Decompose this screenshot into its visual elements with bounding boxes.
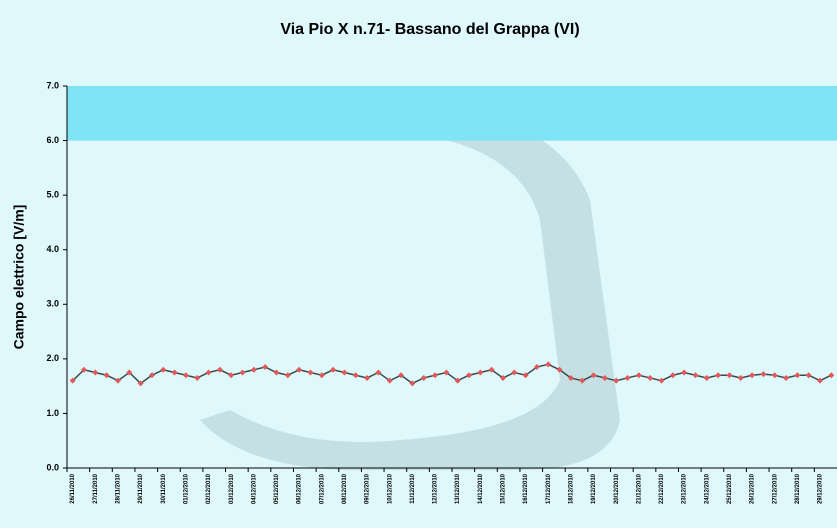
x-tick-label: 29/11/2010	[138, 473, 144, 503]
chart-title: Via Pio X n.71- Bassano del Grappa (VI)	[280, 21, 579, 38]
y-tick-label: 0.0	[46, 462, 59, 472]
x-tick-label: 27/12/2010	[772, 473, 778, 504]
x-tick-label: 20/12/2010	[614, 473, 620, 504]
x-tick-label: 18/12/2010	[568, 473, 574, 504]
y-tick-label: 7.0	[46, 80, 59, 90]
x-tick-label: 13/12/2010	[455, 473, 461, 504]
x-tick-label: 05/12/2010	[274, 473, 280, 504]
x-tick-label: 23/12/2010	[682, 473, 688, 504]
y-tick-label: 2.0	[46, 353, 59, 363]
x-tick-label: 28/11/2010	[116, 473, 122, 503]
y-tick-label: 5.0	[46, 190, 59, 200]
x-tick-label: 16/12/2010	[523, 473, 529, 504]
x-tick-label: 25/12/2010	[727, 473, 733, 504]
page: {"chart_data": {"type": "line", "title":…	[0, 0, 837, 528]
x-tick-label: 08/12/2010	[342, 473, 348, 504]
x-tick-label: 06/12/2010	[297, 473, 303, 504]
chart: Via Pio X n.71- Bassano del Grappa (VI) …	[0, 0, 837, 528]
y-axis-label: Campo elettrico [V/m]	[11, 205, 27, 350]
x-tick-label: 10/12/2010	[387, 473, 393, 504]
x-tick-label: 30/11/2010	[161, 473, 167, 503]
x-tick-label: 12/12/2010	[433, 473, 439, 504]
x-tick-label: 07/12/2010	[319, 473, 325, 504]
x-tick-label: 02/12/2010	[206, 473, 212, 504]
y-tick-label: 1.0	[46, 408, 59, 418]
y-tick-label: 6.0	[46, 135, 59, 145]
x-tick-label: 22/12/2010	[659, 473, 665, 504]
x-tick-label: 28/12/2010	[795, 473, 801, 504]
x-tick-label: 15/12/2010	[501, 473, 507, 504]
y-tick-label: 4.0	[46, 244, 59, 254]
x-tick-label: 11/12/2010	[410, 473, 416, 503]
x-tick-label: 03/12/2010	[229, 473, 235, 504]
x-tick-label: 26/12/2010	[750, 473, 756, 504]
limit-band	[67, 86, 837, 141]
y-tick-label: 3.0	[46, 299, 59, 309]
x-tick-label: 19/12/2010	[591, 473, 597, 504]
x-tick-label: 29/12/2010	[818, 473, 824, 504]
x-tick-label: 21/12/2010	[636, 473, 642, 504]
x-tick-label: 09/12/2010	[365, 473, 371, 504]
x-tick-label: 01/12/2010	[183, 473, 189, 504]
x-tick-label: 14/12/2010	[478, 473, 484, 504]
x-tick-label: 04/12/2010	[251, 473, 257, 504]
x-tick-label: 24/12/2010	[704, 473, 710, 504]
x-tick-label: 26/11/2010	[70, 473, 76, 503]
x-tick-label: 17/12/2010	[546, 473, 552, 504]
x-tick-label: 27/11/2010	[93, 473, 99, 503]
